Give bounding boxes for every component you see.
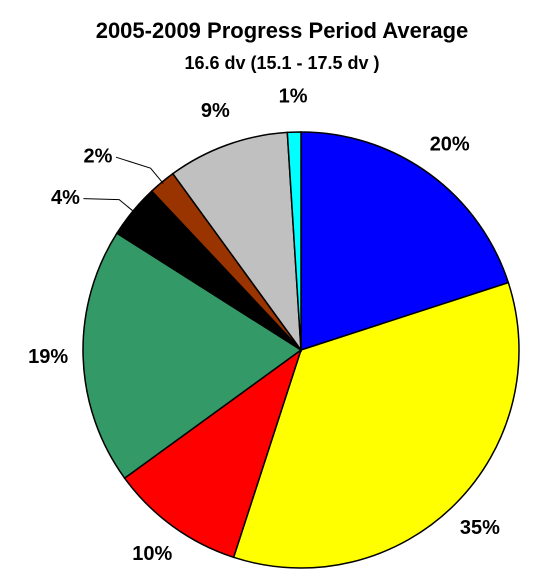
data-label: 10% bbox=[132, 543, 172, 565]
data-label: 1% bbox=[279, 85, 308, 107]
data-label: 35% bbox=[460, 517, 500, 539]
pie-slice bbox=[171, 131, 302, 353]
pie-slice bbox=[232, 281, 520, 569]
chart-subtitle: 16.6 dv (15.1 - 17.5 dv ) bbox=[184, 53, 379, 73]
leader-line bbox=[115, 156, 164, 184]
data-label: 4% bbox=[51, 187, 80, 209]
pie-slice bbox=[82, 232, 303, 480]
pie-slice bbox=[286, 131, 302, 351]
data-label: 20% bbox=[430, 134, 470, 156]
data-label: 19% bbox=[28, 346, 68, 368]
chart-title: 2005-2009 Progress Period Average bbox=[96, 18, 469, 43]
data-label: 9% bbox=[201, 100, 230, 122]
leader-line bbox=[83, 198, 135, 213]
data-label: 2% bbox=[84, 145, 113, 167]
pie-slice bbox=[300, 131, 510, 352]
pie-slice bbox=[123, 348, 303, 559]
